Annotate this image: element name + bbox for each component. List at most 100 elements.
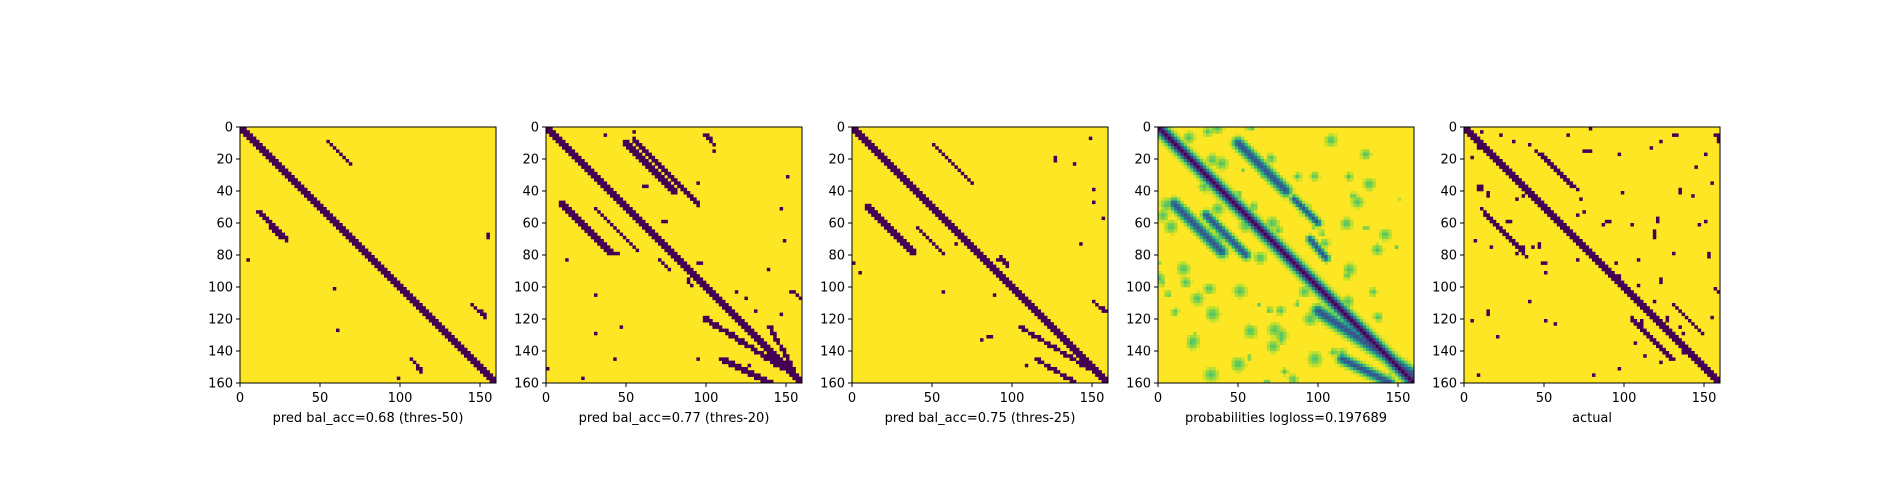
heatmap-cell: [1366, 370, 1370, 374]
heatmap-cell: [1611, 274, 1615, 278]
x-tick-label: 100: [1000, 391, 1025, 406]
heatmap-cell: [1193, 162, 1197, 166]
heatmap-cell: [1656, 216, 1660, 221]
heatmap-cell: [412, 360, 417, 365]
heatmap-cell: [1404, 357, 1408, 361]
heatmap-cell: [374, 261, 378, 265]
heatmap-cell: [1366, 335, 1370, 339]
heatmap-cell: [887, 162, 891, 166]
heatmap-cell: [1076, 347, 1080, 352]
heatmap-cell: [622, 207, 627, 211]
heatmap-cell: [590, 171, 595, 176]
heatmap-cell: [1292, 267, 1296, 272]
heatmap-cell: [1382, 351, 1386, 355]
heatmap-cell: [448, 338, 452, 342]
heatmap-cell: [1190, 155, 1194, 160]
heatmap-cell: [1273, 232, 1277, 237]
heatmap-cell: [1215, 306, 1220, 310]
heatmap-cell: [1254, 328, 1258, 333]
heatmap-cell: [1196, 235, 1200, 240]
heatmap-cell: [1486, 312, 1490, 317]
heatmap-cell: [1279, 331, 1284, 336]
heatmap-cell: [1063, 354, 1067, 358]
heatmap-cell: [1209, 306, 1213, 310]
heatmap-cell: [1311, 309, 1316, 313]
heatmap-cell: [1183, 143, 1188, 147]
heatmap-cell: [1228, 194, 1232, 198]
heatmap-cell: [1560, 223, 1564, 227]
heatmap-cell: [728, 309, 732, 313]
heatmap-cell: [1060, 338, 1064, 342]
heatmap-cell: [1244, 219, 1248, 224]
heatmap-cell: [1164, 226, 1168, 230]
heatmap-cell: [1314, 312, 1319, 317]
heatmap-cell: [1330, 290, 1335, 294]
heatmap-cell: [1643, 331, 1647, 336]
heatmap-cell: [728, 331, 732, 336]
heatmap-cell: [1215, 239, 1220, 243]
heatmap-cell: [1212, 306, 1216, 310]
heatmap-cell: [852, 261, 856, 265]
heatmap-cell: [773, 357, 777, 361]
heatmap-cell: [1250, 216, 1255, 221]
heatmap-cell: [1222, 226, 1226, 230]
heatmap-cell: [1037, 338, 1042, 342]
heatmap-cell: [1473, 139, 1478, 144]
heatmap-cell: [1247, 255, 1252, 259]
heatmap-cell: [1238, 210, 1242, 214]
heatmap-cell: [371, 258, 375, 262]
heatmap-cell: [1231, 287, 1236, 291]
heatmap-cell: [1012, 287, 1016, 291]
heatmap-cell: [1378, 354, 1383, 358]
heatmap-cell: [1190, 219, 1194, 224]
heatmap-cell: [1595, 255, 1599, 259]
heatmap-cell: [747, 325, 752, 329]
heatmap-cell: [1314, 360, 1319, 365]
heatmap-cell: [1716, 136, 1721, 141]
heatmap-cell: [1366, 178, 1370, 182]
heatmap-cell: [1238, 143, 1242, 147]
heatmap-cell: [712, 322, 716, 326]
heatmap-cell: [412, 303, 417, 307]
heatmap-cell: [1496, 155, 1500, 160]
heatmap-cell: [419, 367, 423, 371]
heatmap-cell: [483, 312, 487, 317]
heatmap-cell: [1512, 171, 1516, 176]
heatmap-cell: [1534, 197, 1538, 201]
heatmap-cell: [1366, 373, 1370, 377]
heatmap-cell: [1540, 155, 1545, 160]
heatmap-cell: [1401, 370, 1405, 374]
heatmap-cell: [489, 373, 494, 377]
heatmap-cell: [1382, 370, 1386, 374]
heatmap-cell: [1270, 162, 1274, 166]
heatmap-cell: [1391, 373, 1396, 377]
heatmap-cell: [868, 139, 872, 144]
heatmap-cell: [1350, 306, 1354, 310]
heatmap-cell: [957, 168, 962, 173]
heatmap-cell: [326, 139, 330, 144]
heatmap-cell: [297, 181, 302, 185]
heatmap-cell: [1311, 351, 1316, 355]
heatmap-cell: [1241, 213, 1245, 217]
heatmap-cell: [1212, 235, 1216, 240]
y-tick-label: 160: [514, 377, 539, 392]
heatmap-cell: [1675, 133, 1679, 137]
heatmap-cell: [1273, 242, 1277, 246]
heatmap-cell: [1279, 255, 1284, 259]
heatmap-cell: [709, 139, 713, 144]
heatmap-cell: [1225, 226, 1229, 230]
heatmap-cell: [1241, 168, 1245, 173]
heatmap-cell: [1092, 200, 1096, 205]
heatmap-cell: [1273, 347, 1277, 352]
heatmap-cell: [562, 207, 566, 211]
heatmap-cell: [552, 133, 556, 137]
heatmap-cell: [731, 312, 736, 317]
heatmap-cell: [416, 306, 420, 310]
heatmap-cell: [770, 328, 774, 333]
heatmap-cell: [1250, 159, 1255, 163]
heatmap-cell: [1305, 280, 1309, 285]
heatmap-cell: [725, 303, 729, 307]
heatmap-cell: [1298, 203, 1303, 208]
heatmap-cell: [1241, 287, 1245, 291]
heatmap-cell: [1662, 325, 1666, 329]
